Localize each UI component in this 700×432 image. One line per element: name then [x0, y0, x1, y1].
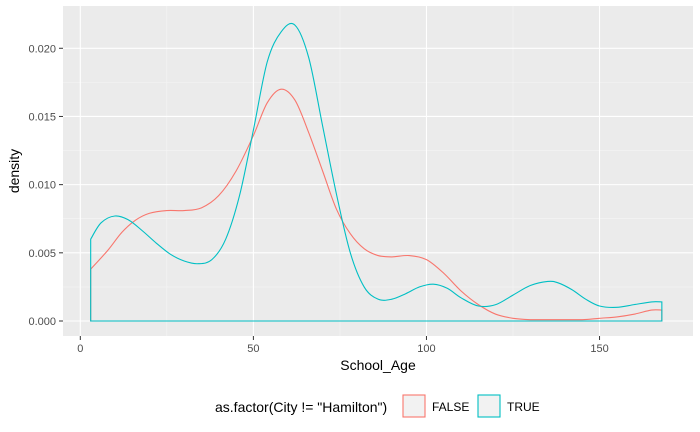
y-tick-label: 0.010 [28, 180, 56, 192]
y-tick-label: 0.015 [28, 111, 56, 123]
legend-key-false [402, 394, 426, 418]
x-axis-title: School_Age [340, 357, 416, 373]
y-tick-label: 0.005 [28, 248, 56, 260]
plot-panel [63, 6, 693, 336]
x-tick-label: 150 [590, 343, 608, 355]
legend-key-true [477, 394, 501, 418]
legend-items: FALSE TRUE [402, 394, 540, 418]
x-tick-label: 0 [77, 343, 83, 355]
x-tick-label: 100 [417, 343, 435, 355]
y-axis-title: density [6, 149, 22, 193]
x-axis: 0 50 100 150 [77, 336, 609, 355]
y-axis: 0.000 0.005 0.010 0.015 0.020 [28, 43, 63, 328]
x-tick-label: 50 [247, 343, 259, 355]
minor-gridlines [63, 6, 693, 336]
legend-label-true: TRUE [507, 400, 540, 414]
legend-label-false: FALSE [432, 400, 469, 414]
density-series-true [90, 22, 663, 322]
legend-title: as.factor(City != "Hamilton") [215, 399, 387, 415]
density-series-false [90, 88, 663, 322]
y-tick-label: 0.000 [28, 316, 56, 328]
y-tick-label: 0.020 [28, 43, 56, 55]
legend: as.factor(City != "Hamilton") FALSE TRUE [215, 394, 540, 418]
series-layer [90, 22, 663, 322]
